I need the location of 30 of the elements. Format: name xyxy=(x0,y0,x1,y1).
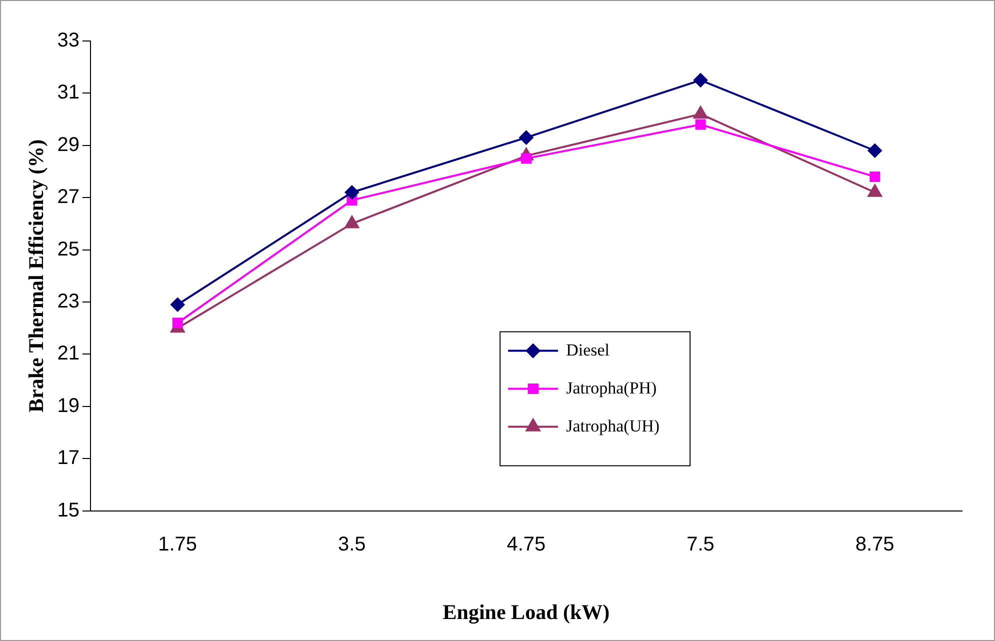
point xyxy=(694,73,708,88)
x-axis-title: Engine Load (kW) xyxy=(442,600,610,624)
point xyxy=(344,216,359,228)
x-tick-label: 1.75 xyxy=(158,533,198,556)
point xyxy=(344,185,359,200)
point xyxy=(172,318,183,328)
y-tick-label: 17 xyxy=(57,447,80,470)
point xyxy=(870,171,880,182)
y-tick-label: 25 xyxy=(57,238,80,260)
y-tick-label: 23 xyxy=(57,290,80,313)
point xyxy=(695,119,706,130)
legend-label: Jatropha(UH) xyxy=(566,416,660,436)
y-axis-title: Brake Thermal Efficiency (%) xyxy=(24,139,48,412)
y-tick-label: 19 xyxy=(57,394,80,417)
point xyxy=(170,298,185,312)
legend-label: Jatropha(PH) xyxy=(566,378,657,398)
x-tick-label: 3.5 xyxy=(338,533,366,556)
x-tick-label: 4.75 xyxy=(506,533,546,556)
y-tick-label: 27 xyxy=(57,186,80,208)
point xyxy=(868,144,882,158)
point xyxy=(520,153,532,164)
point xyxy=(519,130,534,145)
y-tick-label: 31 xyxy=(57,82,80,104)
y-tick-label: 33 xyxy=(57,30,80,52)
y-tick-label: 21 xyxy=(57,342,80,365)
legend-label: Diesel xyxy=(566,340,610,360)
y-tick-label: 29 xyxy=(57,134,80,156)
y-tick-label: 15 xyxy=(57,499,80,522)
x-tick-label: 8.75 xyxy=(855,533,894,556)
x-tick-label: 7.5 xyxy=(686,533,714,556)
